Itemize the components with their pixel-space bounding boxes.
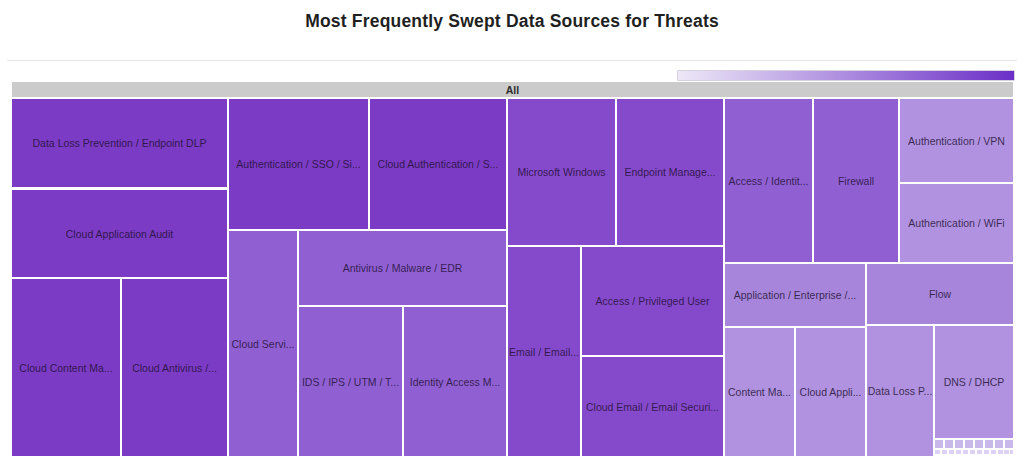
treemap-cell-label: Content Ma... xyxy=(726,386,793,398)
treemap-cell-small[interactable] xyxy=(956,450,961,454)
treemap-cell-label: Data Loss P... xyxy=(867,385,933,397)
treemap-cell[interactable]: Antivirus / Malware / EDR xyxy=(299,231,506,305)
treemap-cell[interactable]: DNS / DHCP xyxy=(935,326,1013,438)
treemap-cell-label: Application / Enterprise /... xyxy=(732,289,859,301)
treemap-cell[interactable]: Cloud Servi... xyxy=(229,231,297,456)
treemap-cell-label: Authentication / VPN xyxy=(906,135,1007,147)
treemap-cell[interactable]: Authentication / VPN xyxy=(900,99,1013,182)
treemap-cell-label: Antivirus / Malware / EDR xyxy=(341,262,465,274)
treemap-cell[interactable]: Flow xyxy=(867,264,1013,324)
treemap-cell-small[interactable] xyxy=(949,450,954,454)
treemap-cell-label: Cloud Appli... xyxy=(798,386,864,398)
treemap-cell-small[interactable] xyxy=(963,450,968,454)
treemap-cell-label: Access / Identit... xyxy=(727,175,811,187)
treemap-cell-small[interactable] xyxy=(965,440,973,448)
treemap-cell[interactable]: Cloud Appli... xyxy=(796,328,865,456)
treemap-cell[interactable]: Application / Enterprise /... xyxy=(725,264,865,326)
treemap-cell[interactable]: Access / Privileged User xyxy=(582,247,723,355)
treemap-cell-small[interactable] xyxy=(991,450,996,454)
treemap-cell-label: Access / Privileged User xyxy=(594,295,712,307)
treemap-cell-label: Endpoint Manage... xyxy=(622,166,717,178)
treemap-cell-small[interactable] xyxy=(1010,450,1013,454)
treemap-cell[interactable]: Authentication / WiFi xyxy=(900,184,1013,262)
treemap-cell-small[interactable] xyxy=(975,440,983,448)
treemap-cell[interactable]: Content Ma... xyxy=(725,328,794,456)
treemap-cell-label: Firewall xyxy=(836,175,876,187)
treemap-cell-small[interactable] xyxy=(985,440,993,448)
treemap-cell[interactable]: Email / Email... xyxy=(508,247,580,456)
treemap-cell-small[interactable] xyxy=(942,450,947,454)
treemap-cell-small[interactable] xyxy=(935,450,940,454)
treemap-cell[interactable]: Endpoint Manage... xyxy=(617,99,723,245)
treemap-cell-small[interactable] xyxy=(977,450,982,454)
treemap-cell[interactable]: Identity Access M... xyxy=(404,307,506,456)
treemap-cell-label: Cloud Content Ma... xyxy=(17,362,114,374)
treemap-cell-label: IDS / IPS / UTM / T... xyxy=(300,376,401,388)
treemap-chart: Most Frequently Swept Data Sources for T… xyxy=(0,0,1024,461)
treemap-cell-small[interactable] xyxy=(955,440,963,448)
treemap-cell-label: Cloud Application Audit xyxy=(64,228,175,240)
treemap-cell[interactable]: Data Loss P... xyxy=(867,326,933,456)
treemap-cell[interactable]: Microsoft Windows xyxy=(508,99,615,245)
treemap-cell[interactable]: Access / Identit... xyxy=(725,99,812,262)
treemap-cell-label: Authentication / WiFi xyxy=(906,217,1006,229)
treemap-cell[interactable]: Cloud Authentication / S... xyxy=(370,99,506,229)
treemap-cell-small[interactable] xyxy=(1005,440,1013,448)
treemap-cell[interactable]: Cloud Application Audit xyxy=(12,190,227,277)
treemap-cell-label: Authentication / SSO / Si... xyxy=(234,158,362,170)
treemap-cell-label: Email / Email... xyxy=(508,346,580,358)
treemap-cell-label: Identity Access M... xyxy=(408,376,502,388)
treemap-cell-small[interactable] xyxy=(935,440,943,448)
treemap-cell-label: Cloud Authentication / S... xyxy=(376,158,501,170)
treemap-cell-label: Cloud Email / Email Securi... xyxy=(584,401,721,413)
treemap-cell-label: DNS / DHCP xyxy=(942,376,1007,388)
treemap-cell-label: Cloud Antivirus /... xyxy=(130,362,219,374)
treemap-cell-small[interactable] xyxy=(998,450,1003,454)
treemap-cell-label: Microsoft Windows xyxy=(515,166,607,178)
treemap: Data Loss Prevention / Endpoint DLP Cloud… xyxy=(0,0,1024,461)
treemap-cell-small[interactable] xyxy=(995,440,1003,448)
treemap-cell-small[interactable] xyxy=(945,440,953,448)
treemap-cell-small[interactable] xyxy=(1004,450,1009,454)
treemap-cell-label: Flow xyxy=(927,288,953,300)
treemap-cell[interactable]: Cloud Email / Email Securi... xyxy=(582,357,723,456)
treemap-cell-small[interactable] xyxy=(984,450,989,454)
treemap-cell[interactable]: Authentication / SSO / Si... xyxy=(229,99,368,229)
treemap-cell-label: Data Loss Prevention / Endpoint DLP xyxy=(31,137,209,149)
treemap-cell-small[interactable] xyxy=(970,450,975,454)
treemap-cell[interactable]: Cloud Content Ma... xyxy=(12,279,120,456)
treemap-cell-label: Cloud Servi... xyxy=(229,338,296,350)
treemap-cell[interactable]: Cloud Antivirus /... xyxy=(122,279,227,456)
treemap-cell[interactable]: IDS / IPS / UTM / T... xyxy=(299,307,402,456)
treemap-cell[interactable]: Firewall xyxy=(814,99,898,262)
treemap-cell[interactable]: Data Loss Prevention / Endpoint DLP xyxy=(12,99,227,187)
